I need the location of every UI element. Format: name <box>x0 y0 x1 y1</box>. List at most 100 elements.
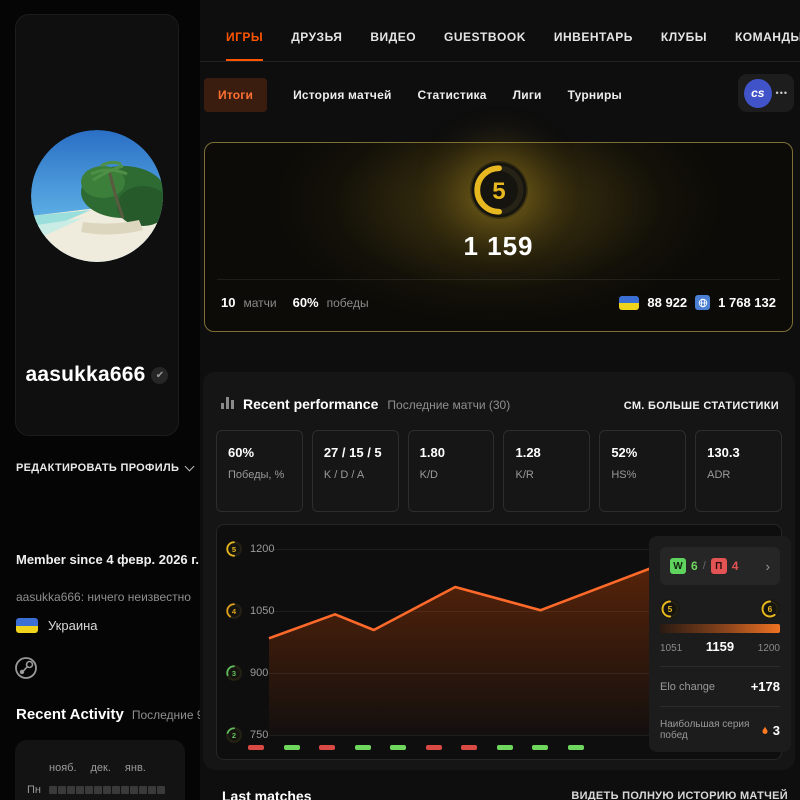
match-result-dash-win[interactable] <box>283 745 300 750</box>
see-more-stats-link[interactable]: СМ. БОЛЬШЕ СТАТИСТИКИ <box>623 400 779 412</box>
level-2-badge: 2 <box>225 726 243 744</box>
tab-videos[interactable]: ВИДЕО <box>370 30 417 44</box>
country-row: Украина <box>16 618 98 633</box>
heatmap-cell <box>76 786 84 794</box>
more-options-icon[interactable]: ••• <box>775 88 788 98</box>
tab-teams[interactable]: КОМАНДЫ <box>734 30 800 44</box>
avatar-card: aasukka666 ✔ <box>15 14 179 436</box>
svg-text:5: 5 <box>232 545 236 554</box>
ytick-label: 900 <box>250 667 269 679</box>
stat-cards-row: 60% Победы, % 27 / 15 / 5 K / D / A 1.80… <box>216 430 782 512</box>
panel-subtitle: Последние матчи (30) <box>387 398 511 412</box>
tab-clubs[interactable]: КЛУБЫ <box>660 30 707 44</box>
svg-text:5: 5 <box>492 178 505 205</box>
flame-icon <box>762 725 768 734</box>
stat-card-adr: 130.3 ADR <box>695 430 782 512</box>
edit-profile-button[interactable]: РЕДАКТИРОВАТЬ ПРОФИЛЬ <box>16 461 195 474</box>
svg-text:6: 6 <box>768 604 773 614</box>
subtab-leagues[interactable]: Лиги <box>512 88 542 102</box>
svg-text:2: 2 <box>232 731 236 740</box>
avatar[interactable] <box>31 130 163 262</box>
username: aasukka666 <box>25 363 146 386</box>
svg-text:3: 3 <box>232 669 236 678</box>
chevron-right-icon: › <box>765 558 770 574</box>
profile-top-nav: ИГРЫ ДРУЗЬЯ ВИДЕО GUESTBOOK ИНВЕНТАРЬ КЛ… <box>200 0 800 62</box>
month-label: нояб. <box>49 762 77 774</box>
ytick-label: 1050 <box>250 605 275 617</box>
match-result-dash-win[interactable] <box>567 745 584 750</box>
elo-change-value: +178 <box>750 679 780 694</box>
panel-title: Recent performance <box>243 396 379 412</box>
level-5-badge: 5 <box>225 540 243 558</box>
match-result-dash-loss[interactable] <box>461 745 477 750</box>
heatmap-cell <box>49 786 57 794</box>
heatmap-cells <box>49 786 165 794</box>
heatmap-cell <box>112 786 120 794</box>
cs2-logo-icon: cs <box>744 78 772 108</box>
skill-level-badge: 5 <box>470 161 528 219</box>
steam-icon <box>15 657 37 679</box>
matches-label: матчи <box>243 295 277 310</box>
tab-games[interactable]: ИГРЫ <box>226 30 264 61</box>
country-rank-flag-icon <box>619 295 640 310</box>
subtab-match-history[interactable]: История матчей <box>293 88 392 102</box>
steam-link[interactable] <box>14 656 38 685</box>
match-result-dash-loss[interactable] <box>425 745 442 750</box>
elo-summary-card: 5 1 159 10 матчи 60% победы 88 922 1 768… <box>204 142 793 332</box>
subtab-tournaments[interactable]: Турниры <box>567 88 622 102</box>
subtab-statistics[interactable]: Статистика <box>417 88 487 102</box>
matches-count: 10 <box>221 295 236 310</box>
win-loss-box[interactable]: W 6 / П 4 › <box>660 547 780 585</box>
status-line: aasukka666: ничего неизвестно <box>16 590 191 604</box>
ukraine-flag-icon <box>16 618 38 633</box>
streak-label: Наибольшая серия побед <box>660 719 750 741</box>
stat-card-kr: 1.28 K/R <box>503 430 591 512</box>
game-selector[interactable]: cs ••• <box>738 74 794 112</box>
elo-change-label: Elo change <box>660 680 716 693</box>
last-matches-title: Last matches <box>222 788 312 800</box>
match-result-dash-loss[interactable] <box>319 745 335 750</box>
heatmap-cell <box>148 786 156 794</box>
stat-card-kd: 1.80 K/D <box>407 430 495 512</box>
elo-value: 1 159 <box>463 231 534 261</box>
full-match-history-link[interactable]: ВИДЕТЬ ПОЛНУЮ ИСТОРИЮ МАТЧЕЙ <box>571 790 788 800</box>
country-name: Украина <box>48 618 98 633</box>
svg-text:4: 4 <box>232 607 237 616</box>
activity-heatmap-card: нояб. дек. янв. Пн <box>15 740 185 800</box>
match-result-dash-loss[interactable] <box>248 745 264 750</box>
verified-badge-icon: ✔ <box>151 366 169 384</box>
stat-card-hs: 52% HS% <box>599 430 687 512</box>
recent-performance-panel: Recent performance Последние матчи (30) … <box>203 372 795 770</box>
match-result-dash-win[interactable] <box>354 745 371 750</box>
stat-card-kda: 27 / 15 / 5 K / D / A <box>311 430 399 512</box>
match-result-dash-win[interactable] <box>390 745 406 750</box>
losses-count: 4 <box>731 559 739 573</box>
profile-sidebar: aasukka666 ✔ РЕДАКТИРОВАТЬ ПРОФИЛЬ ПОДЕЛ… <box>0 0 200 800</box>
level-3-badge: 3 <box>225 664 243 682</box>
month-label: янв. <box>124 762 146 774</box>
gauge-current: 1159 <box>705 639 735 654</box>
tab-guestbook[interactable]: GUESTBOOK <box>444 30 526 44</box>
winrate-value: 60% <box>292 295 319 310</box>
heatmap-cell <box>130 786 138 794</box>
match-result-dash-win[interactable] <box>532 745 548 750</box>
match-result-dash-win[interactable] <box>496 745 513 750</box>
subtab-overview[interactable]: Итоги <box>204 78 268 112</box>
month-label: дек. <box>90 762 111 774</box>
country-rank-value: 88 922 <box>647 295 688 310</box>
ytick-label: 750 <box>250 729 269 741</box>
world-rank-value: 1 768 132 <box>718 295 776 310</box>
heatmap-cell <box>58 786 66 794</box>
elo-line-chart <box>268 564 658 735</box>
gauge-max: 1200 <box>757 643 780 654</box>
elo-chart-card: 5 1200 4 1050 3 900 2 75 <box>216 524 791 760</box>
wins-count: 6 <box>691 559 698 573</box>
tab-inventory[interactable]: ИНВЕНТАРЬ <box>553 30 633 44</box>
heatmap-cell <box>139 786 147 794</box>
tab-friends[interactable]: ДРУЗЬЯ <box>291 30 343 44</box>
loss-badge-icon: П <box>710 558 727 574</box>
svg-text:5: 5 <box>668 604 673 614</box>
game-sub-nav: Итоги История матчей Статистика Лиги Тур… <box>204 78 622 112</box>
bar-chart-icon <box>221 397 234 409</box>
winrate-label: победы <box>326 295 369 310</box>
